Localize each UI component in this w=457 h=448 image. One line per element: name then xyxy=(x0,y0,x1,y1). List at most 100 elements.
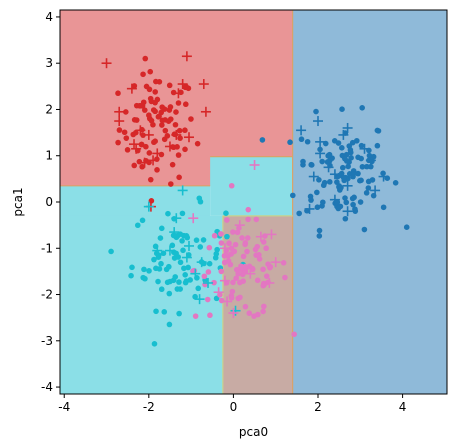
train-point-pink xyxy=(237,294,243,301)
test-point-red xyxy=(198,79,209,90)
train-point-red xyxy=(123,135,130,141)
train-point-blue xyxy=(403,224,410,230)
test-point-blue xyxy=(329,194,340,205)
train-point-blue xyxy=(314,204,321,211)
train-point-cyan xyxy=(169,242,176,249)
train-point-cyan xyxy=(192,293,198,300)
test-point-pink xyxy=(222,296,233,307)
train-point-blue xyxy=(370,153,377,160)
train-point-cyan xyxy=(182,279,189,286)
x-tick-label: 2 xyxy=(314,400,322,414)
train-point-red xyxy=(154,167,160,173)
train-point-cyan xyxy=(182,272,188,278)
train-point-red xyxy=(140,71,146,78)
train-point-cyan xyxy=(197,198,204,205)
train-point-cyan xyxy=(177,286,184,292)
train-point-red xyxy=(143,143,149,150)
train-point-pink xyxy=(282,274,288,281)
train-point-red xyxy=(159,122,165,128)
test-point-red xyxy=(152,148,163,159)
test-point-red xyxy=(143,129,154,140)
test-point-cyan xyxy=(196,257,207,268)
train-point-blue xyxy=(316,227,323,234)
train-point-pink xyxy=(227,261,234,268)
train-point-cyan xyxy=(151,341,158,347)
train-point-cyan xyxy=(160,250,167,257)
train-point-blue xyxy=(308,197,314,203)
train-point-pink xyxy=(228,182,235,189)
train-point-blue xyxy=(374,127,381,134)
test-point-pink xyxy=(219,275,230,286)
test-point-blue xyxy=(313,116,323,127)
train-point-blue xyxy=(352,206,358,212)
train-point-cyan xyxy=(156,266,163,272)
train-point-pink xyxy=(260,266,266,273)
train-point-cyan xyxy=(213,251,220,257)
test-point-cyan xyxy=(177,185,188,196)
train-point-blue xyxy=(339,145,345,151)
train-point-blue xyxy=(287,139,293,146)
train-point-pink xyxy=(246,263,253,270)
y-tick-label: 0 xyxy=(45,195,53,209)
train-point-cyan xyxy=(179,238,185,244)
train-point-red xyxy=(148,198,155,204)
train-point-blue xyxy=(355,154,361,161)
test-point-pink xyxy=(234,220,245,231)
test-point-blue xyxy=(342,122,353,133)
decision-regions xyxy=(60,10,447,394)
train-point-red xyxy=(142,55,149,62)
train-point-red xyxy=(141,107,148,113)
train-point-red xyxy=(146,112,152,119)
test-point-red xyxy=(101,58,112,69)
train-point-blue xyxy=(259,137,266,143)
train-point-cyan xyxy=(200,237,207,243)
train-point-blue xyxy=(324,159,331,165)
train-point-blue xyxy=(339,106,345,112)
train-point-cyan xyxy=(153,308,159,315)
train-point-cyan xyxy=(223,210,229,216)
train-point-pink xyxy=(211,232,218,239)
test-point-blue xyxy=(342,180,353,191)
train-point-blue xyxy=(392,180,399,186)
train-point-pink xyxy=(263,273,270,279)
x-tick-label: -2 xyxy=(143,400,155,414)
test-point-cyan xyxy=(230,305,241,316)
test-point-cyan xyxy=(194,294,205,305)
train-point-pink xyxy=(242,240,249,246)
decision-region-blue xyxy=(292,10,447,394)
train-point-pink xyxy=(228,295,235,301)
train-point-pink xyxy=(263,245,269,252)
train-point-cyan xyxy=(129,264,135,271)
train-point-pink xyxy=(236,225,242,231)
train-point-red xyxy=(176,127,183,134)
train-point-red xyxy=(136,102,143,109)
train-point-red xyxy=(140,132,146,138)
train-point-red xyxy=(158,109,165,116)
train-point-red xyxy=(173,109,179,115)
train-point-red xyxy=(131,117,138,123)
test-point-blue xyxy=(323,162,334,173)
train-point-pink xyxy=(238,263,244,270)
train-point-red xyxy=(167,104,174,110)
train-point-cyan xyxy=(158,225,165,232)
train-point-red xyxy=(136,158,143,165)
train-point-blue xyxy=(313,108,319,115)
train-point-red xyxy=(147,95,154,102)
y-tick-label: -3 xyxy=(41,334,53,348)
train-point-pink xyxy=(218,231,224,237)
train-point-blue xyxy=(345,163,351,170)
train-point-blue xyxy=(335,205,342,212)
train-point-blue xyxy=(342,195,348,201)
test-point-pink xyxy=(236,264,247,275)
train-point-red xyxy=(152,99,158,106)
test-point-red xyxy=(129,139,140,150)
train-point-red xyxy=(164,133,171,139)
test-point-red xyxy=(114,116,125,127)
test-point-red xyxy=(171,129,182,140)
train-point-red xyxy=(176,174,182,181)
train-point-blue xyxy=(342,215,349,222)
x-tick-label: 0 xyxy=(230,400,238,414)
train-point-blue xyxy=(358,142,365,149)
train-point-red xyxy=(182,146,188,153)
train-point-blue xyxy=(320,182,327,189)
